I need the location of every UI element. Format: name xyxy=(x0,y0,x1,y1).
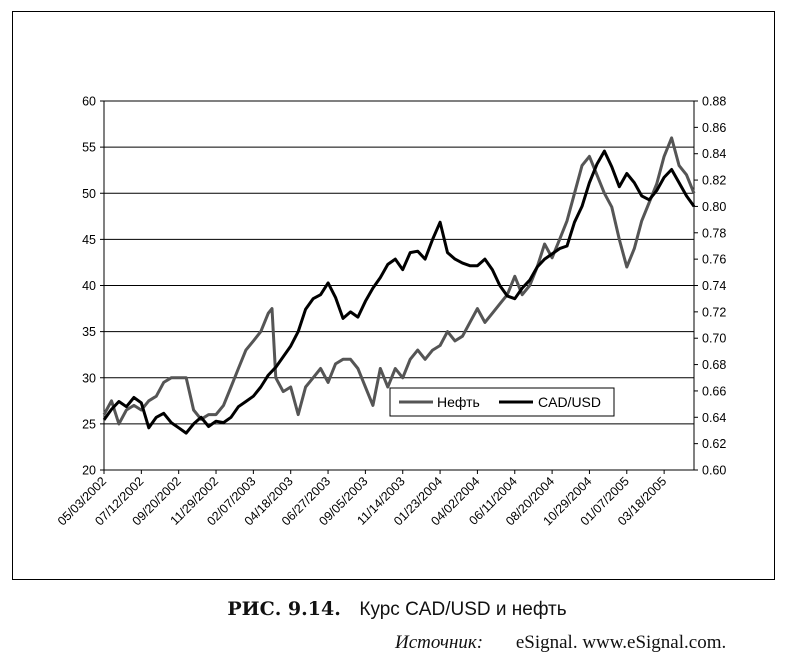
gridlines xyxy=(104,146,694,425)
figure-source: Источник: eSignal. www.eSignal.com. xyxy=(395,632,726,654)
right-tick-label: 0.88 xyxy=(702,95,726,109)
left-tick-label: 45 xyxy=(82,233,96,247)
series-line-cadusd xyxy=(102,149,696,435)
right-tick-label: 0.78 xyxy=(702,226,726,240)
right-tick-label: 0.86 xyxy=(702,121,726,135)
chart-frame: 20 25 30 35 40 45 50 55 60 0.60 0.62 0.64 0.66 0.68 0… xyxy=(12,11,775,580)
legend-label-oil: Нефть xyxy=(437,394,480,410)
left-axis: 20 25 30 35 40 45 50 55 60 xyxy=(82,95,104,478)
source-text: eSignal. www.eSignal.com. xyxy=(515,632,727,653)
left-tick-label: 55 xyxy=(82,141,96,155)
series-line-oil xyxy=(102,136,696,426)
figure-title: Курс CAD/USD и нефть xyxy=(359,599,567,620)
right-tick-label: 0.66 xyxy=(702,384,726,398)
right-tick-label: 0.80 xyxy=(702,200,726,214)
right-tick-label: 0.84 xyxy=(702,147,726,161)
left-tick-label: 60 xyxy=(82,95,96,109)
right-tick-label: 0.72 xyxy=(702,305,726,319)
right-tick-label: 0.60 xyxy=(702,464,726,478)
left-tick-label: 40 xyxy=(82,279,96,293)
source-label: Источник: xyxy=(395,632,484,653)
figure-caption: РИС. 9.14. Курс CAD/USD и нефть xyxy=(0,598,794,621)
x-axis: 05/03/200207/12/200209/20/200211/29/2002… xyxy=(55,470,669,528)
left-tick-label: 20 xyxy=(82,464,96,478)
right-tick-label: 0.82 xyxy=(702,174,726,188)
right-tick-label: 0.76 xyxy=(702,253,726,267)
right-tick-label: 0.70 xyxy=(702,332,726,346)
right-tick-label: 0.62 xyxy=(702,437,726,451)
series-lines xyxy=(102,136,696,435)
right-tick-label: 0.74 xyxy=(702,279,726,293)
right-axis: 0.60 0.62 0.64 0.66 0.68 0.70 0.72 0.74 0.76 0.78… xyxy=(694,95,726,478)
right-tick-label: 0.64 xyxy=(702,411,726,425)
left-tick-label: 25 xyxy=(82,417,96,431)
left-tick-label: 50 xyxy=(82,187,96,201)
right-tick-label: 0.68 xyxy=(702,358,726,372)
figure-label: РИС. 9.14. xyxy=(227,598,341,620)
left-tick-label: 30 xyxy=(82,371,96,385)
legend-label-cadusd: CAD/USD xyxy=(538,394,601,410)
left-tick-label: 35 xyxy=(82,325,96,339)
legend: Нефть CAD/USD xyxy=(389,387,615,417)
